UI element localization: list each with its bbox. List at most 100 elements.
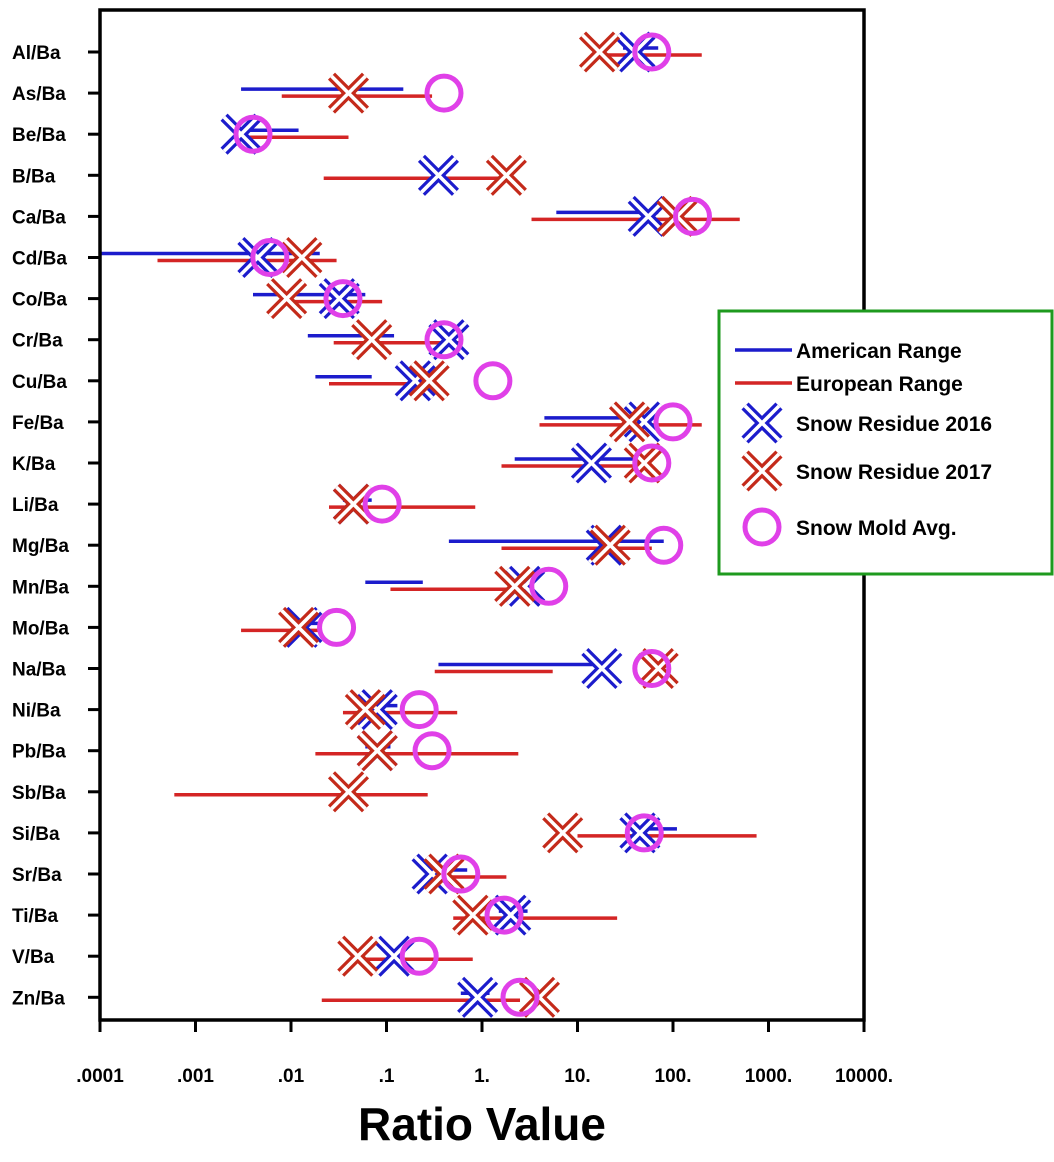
snow-mold-avg-al-ba <box>632 32 672 72</box>
y-tick-label-mn-ba: Mn/Ba <box>12 577 69 598</box>
snow-residue-2017-ti-ba <box>452 894 494 936</box>
snow-residue-2016-na-ba <box>581 647 623 690</box>
y-tick-label-v-ba: V/Ba <box>12 947 55 968</box>
y-tick-label-al-ba: Al/Ba <box>12 43 61 64</box>
legend-item-snow-residue-2016-swatch <box>741 402 783 444</box>
snow-residue-2016-ti-ba-center <box>492 896 530 934</box>
y-tick-label-cu-ba: Cu/Ba <box>12 372 67 393</box>
snow-residue-2017-mo-ba-center <box>280 609 317 646</box>
snow-residue-2016-cr-ba-center <box>430 321 468 358</box>
snow-residue-2016-ni-ba-center <box>358 691 396 728</box>
x-tick-label-1: .001 <box>177 1066 214 1087</box>
snow-residue-2017-cr-ba <box>351 319 393 361</box>
y-tick-label-cd-ba: Cd/Ba <box>12 249 67 270</box>
snow-residue-2016-ti-ba <box>490 894 532 936</box>
legend-item-snow-residue-2016-swatch-center <box>743 404 781 442</box>
y-axis: Al/Ba As/Ba Be/Ba B/Ba Ca/Ba Cd/Ba Co/Ba Cr/Ba C… <box>12 43 100 1009</box>
snow-residue-2017-li-ba-center <box>335 485 372 523</box>
y-tick-label-fe-ba: Fe/Ba <box>12 413 64 434</box>
snow-residue-2017-co-ba-center <box>268 280 305 317</box>
y-tick-label-li-ba: Li/Ba <box>12 495 59 516</box>
snow-mold-avg-mg-ba <box>644 525 684 565</box>
snow-residue-2016-b-ba-center <box>420 157 457 194</box>
snow-residue-2016-cd-ba <box>237 236 279 279</box>
snow-residue-2017-v-ba <box>337 935 379 977</box>
snow-residue-2017-al-ba <box>578 31 621 73</box>
x-axis-title: Ratio Value <box>358 1098 606 1150</box>
y-tick-label-co-ba: Co/Ba <box>12 290 67 311</box>
x-axis: .0001 .001 .01 .1 1. 10. 100. 1000. 10000. <box>76 1020 893 1087</box>
snow-mold-avg-ni-ba <box>399 690 439 730</box>
snow-mold-avg-cr-ba <box>424 320 464 360</box>
y-tick-label-b-ba: B/Ba <box>12 166 56 187</box>
snow-residue-2017-mg-ba <box>589 524 631 566</box>
snow-mold-avg-pb-ba <box>412 731 452 771</box>
snow-residue-2016-cr-ba <box>428 319 470 361</box>
snow-mold-avg-v-ba <box>399 936 439 976</box>
snow-mold-avg-be-ba <box>233 114 273 154</box>
snow-mold-avg-mn-ba <box>529 566 569 606</box>
snow-residue-2016-ni-ba <box>356 689 398 731</box>
y-tick-label-as-ba: As/Ba <box>12 84 66 105</box>
snow-residue-2016-zn-ba-center <box>459 979 496 1016</box>
snow-residue-2016-zn-ba <box>457 976 499 1018</box>
snow-residue-2017-cu-ba <box>408 360 450 402</box>
x-tick-label-4: 1. <box>474 1066 490 1087</box>
snow-mold-avg-ca-ba <box>672 196 712 236</box>
snow-residue-2017-al-ba-center <box>581 33 618 71</box>
snow-residue-2016-na-ba-center <box>583 650 621 687</box>
snow-residue-2016-b-ba <box>417 154 459 196</box>
y-tick-label-sb-ba: Sb/Ba <box>12 783 66 804</box>
snow-residue-2017-na-ba <box>637 647 679 690</box>
y-tick-label-si-ba: Si/Ba <box>12 824 60 845</box>
snow-residue-2017-si-ba-center <box>544 814 581 852</box>
snow-residue-2017-k-ba-center <box>625 444 663 482</box>
snow-mold-avg-fe-ba <box>653 402 693 442</box>
snow-residue-2017-mg-ba-center <box>591 526 629 564</box>
snow-residue-2017-pb-ba <box>356 730 398 772</box>
x-tick-label-2: .01 <box>278 1066 305 1087</box>
snow-residue-2017-ti-ba-center <box>454 896 492 934</box>
y-tick-label-sr-ba: Sr/Ba <box>12 865 62 886</box>
x-tick-label-5: 10. <box>564 1066 590 1087</box>
x-tick-label-7: 1000. <box>745 1066 793 1087</box>
snow-residue-2016-cu-ba <box>394 360 436 402</box>
snow-residue-2016-sr-ba <box>411 853 453 895</box>
y-tick-label-zn-ba: Zn/Ba <box>12 988 65 1009</box>
snow-residue-2016-be-ba-center <box>222 115 260 153</box>
snow-residue-2017-cd-ba <box>281 236 323 279</box>
snow-mold-avg-li-ba <box>362 484 402 524</box>
legend: American Range European Range Snow Residue… <box>717 309 1054 576</box>
snow-residue-2016-cu-ba-center <box>396 362 434 400</box>
snow-residue-2017-as-ba-center <box>330 74 367 112</box>
y-tick-label-be-ba: Be/Ba <box>12 125 66 146</box>
snow-residue-2017-na-ba-center <box>639 650 677 687</box>
snow-residue-2017-li-ba <box>332 483 374 525</box>
snow-residue-2017-pb-ba-center <box>358 732 396 769</box>
snow-residue-2017-fe-ba-center <box>611 403 648 441</box>
snow-residue-2017-cd-ba-center <box>283 239 321 276</box>
legend-item-snow-mold-avg-label: Snow Mold Avg. <box>796 517 957 540</box>
snow-mold-avg-co-ba <box>323 279 363 319</box>
y-tick-label-ti-ba: Ti/Ba <box>12 906 59 927</box>
x-tick-label-0: .0001 <box>76 1066 124 1087</box>
snow-mold-avg-k-ba <box>632 443 672 483</box>
snow-residue-2016-k-ba <box>570 442 612 484</box>
snow-residue-2016-fe-ba <box>623 401 665 443</box>
snow-mold-avg-cu-ba <box>473 361 513 401</box>
snow-residue-2016-cd-ba-center <box>239 239 277 276</box>
snow-residue-2017-cr-ba-center <box>353 321 390 358</box>
y-tick-label-cr-ba: Cr/Ba <box>12 331 63 352</box>
snow-mold-avg-mo-ba <box>317 607 357 647</box>
snow-residue-2016-sr-ba-center <box>413 855 451 893</box>
snow-residue-2017-as-ba <box>327 72 370 114</box>
y-tick-label-pb-ba: Pb/Ba <box>12 742 66 763</box>
snow-residue-2017-ni-ba <box>344 689 386 731</box>
snow-mold-avg-cd-ba <box>250 238 290 277</box>
snow-residue-2017-b-ba <box>485 154 527 196</box>
snow-residue-2017-ni-ba-center <box>347 691 384 728</box>
markers <box>220 31 712 1018</box>
snow-mold-avg-as-ba <box>424 73 464 113</box>
legend-item-snow-residue-2017-swatch <box>741 450 783 492</box>
